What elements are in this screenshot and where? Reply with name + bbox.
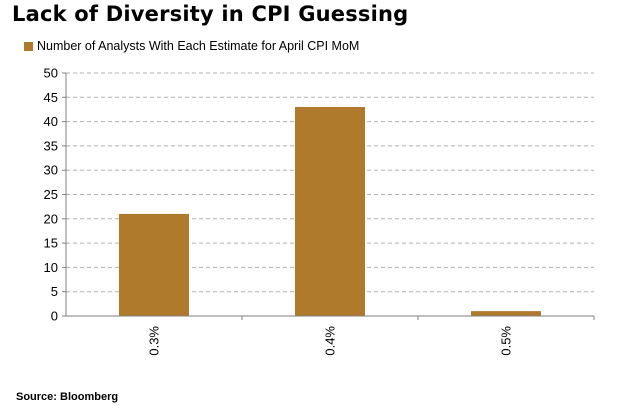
y-tick-label: 5 <box>51 284 58 299</box>
y-tick-label: 30 <box>44 163 58 178</box>
legend: Number of Analysts With Each Estimate fo… <box>24 39 359 53</box>
y-tick-label: 50 <box>44 66 58 81</box>
y-tick-label: 45 <box>44 90 58 105</box>
bar <box>471 311 541 316</box>
y-tick-label: 40 <box>44 114 58 129</box>
bar <box>119 213 189 316</box>
bar <box>295 107 365 317</box>
x-tick-label: 0.4% <box>323 326 338 356</box>
legend-swatch <box>24 41 33 51</box>
legend-label: Number of Analysts With Each Estimate fo… <box>37 39 360 53</box>
y-tick-label: 35 <box>44 138 58 153</box>
y-tick-label: 20 <box>44 211 58 226</box>
chart-title: Lack of Diversity in CPI Guessing <box>12 2 409 26</box>
y-tick-label: 10 <box>44 260 58 275</box>
y-tick-label: 15 <box>44 236 58 251</box>
y-tick-label: 25 <box>44 187 58 202</box>
source-note: Source: Bloomberg <box>16 391 119 403</box>
x-tick-label: 0.5% <box>499 326 514 356</box>
x-tick-label: 0.3% <box>147 326 162 356</box>
y-tick-label: 0 <box>51 309 58 324</box>
